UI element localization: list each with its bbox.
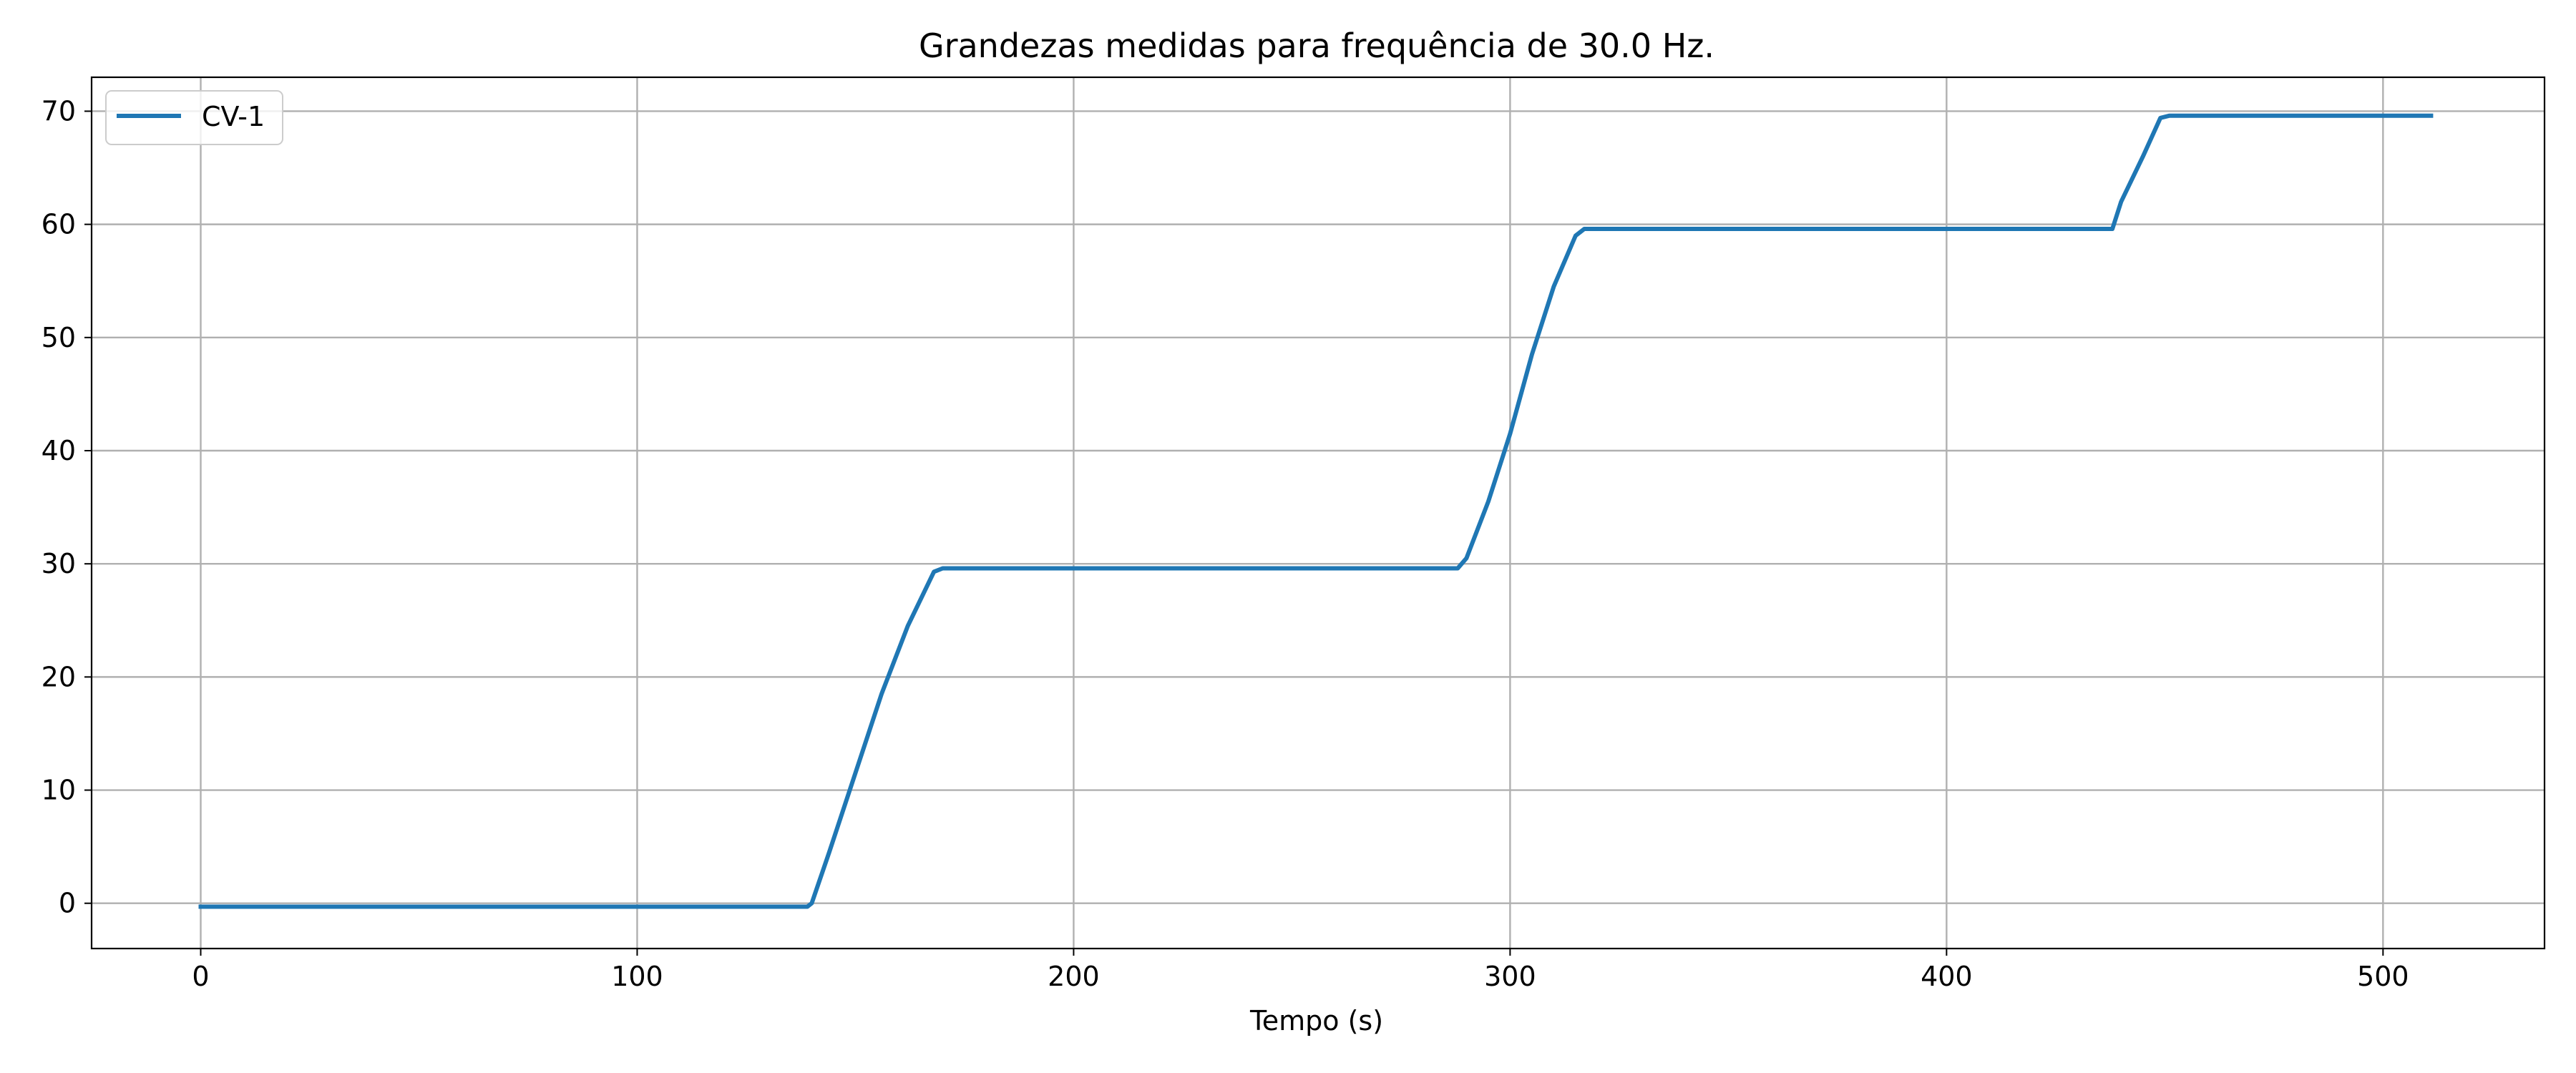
x-axis: 0 100 200 300 400 500 xyxy=(192,949,2409,992)
x-tick-label: 400 xyxy=(1921,961,1973,992)
x-tick-label: 0 xyxy=(192,961,209,992)
x-tick-label: 500 xyxy=(2357,961,2409,992)
x-tick-label: 100 xyxy=(611,961,663,992)
y-tick-label: 40 xyxy=(42,435,76,466)
y-tick-label: 30 xyxy=(42,548,76,579)
legend: CV-1 xyxy=(105,90,283,145)
series-layer xyxy=(198,113,2434,909)
x-tick-label: 200 xyxy=(1048,961,1100,992)
y-tick-label: 20 xyxy=(42,661,76,692)
y-tick-label: 50 xyxy=(42,322,76,353)
y-axis: 0 10 20 30 40 50 60 70 xyxy=(42,95,92,919)
y-tick-label: 60 xyxy=(42,209,76,240)
series-line-cv-1 xyxy=(198,113,2434,909)
legend-box xyxy=(105,90,283,145)
plot-area-frame xyxy=(90,76,2546,950)
y-tick-label: 70 xyxy=(42,95,76,127)
y-tick-label: 10 xyxy=(42,775,76,806)
y-tick-label: 0 xyxy=(59,888,76,919)
x-axis-label: Tempo (s) xyxy=(1249,1005,1383,1037)
chart-title: Grandezas medidas para frequência de 30.… xyxy=(919,26,1714,65)
grid xyxy=(92,77,2545,949)
legend-label-cv-1: CV-1 xyxy=(202,101,265,132)
x-tick-label: 300 xyxy=(1484,961,1536,992)
